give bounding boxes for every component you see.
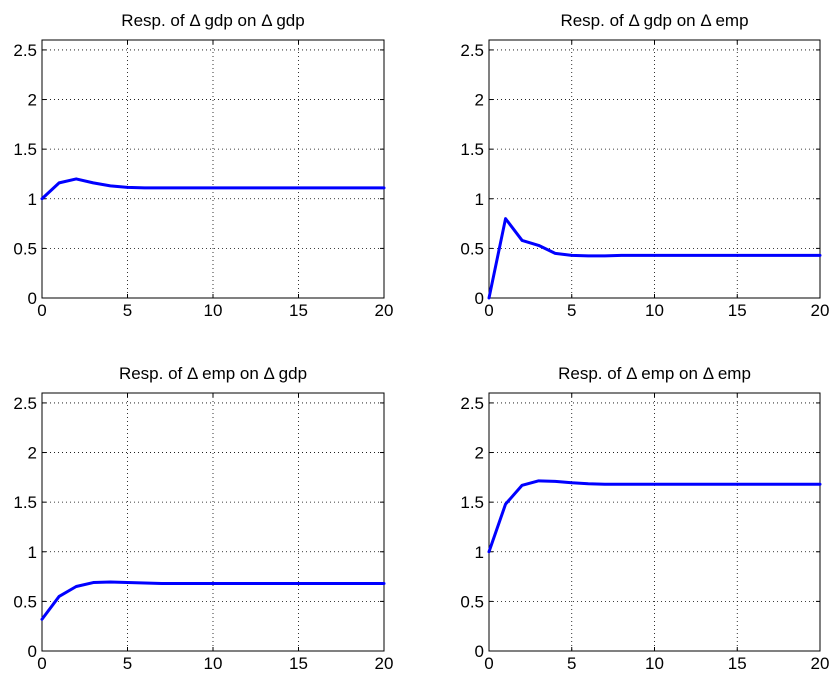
x-tick-label: 10	[645, 301, 664, 320]
y-tick-label: 2	[28, 444, 37, 463]
x-tick-label: 20	[375, 301, 394, 320]
impulse-response-line	[40, 580, 386, 621]
chart-panel-3: 0 5 10 15 20 0 0.5 1 1.5 2 2.5 Resp. of Δ emp on Δ …	[13, 364, 393, 673]
chart-panel-2: 0 5 10 15 20 0 0.5 1 1.5 2 2.5 Resp. of Δ gdp on Δ …	[460, 11, 829, 320]
y-tick-label: 1.5	[460, 493, 484, 512]
x-tick-label: 15	[289, 654, 308, 673]
y-tick-label: 1	[475, 543, 484, 562]
y-tick-label: 2	[475, 444, 484, 463]
x-tick-label: 10	[204, 654, 223, 673]
x-tick-label: 5	[567, 301, 576, 320]
x-tick-label: 0	[37, 301, 46, 320]
chart-title: Resp. of Δ gdp on Δ emp	[560, 11, 748, 30]
x-tick-label: 10	[645, 654, 664, 673]
y-tick-label: 1	[28, 543, 37, 562]
x-tick-label: 5	[567, 654, 576, 673]
y-tick-label: 0	[475, 289, 484, 308]
y-tick-label: 2.5	[460, 394, 484, 413]
y-tick-label: 0	[28, 289, 37, 308]
impulse-response-line	[487, 217, 822, 300]
x-tick-label: 20	[375, 654, 394, 673]
y-tick-label: 2.5	[460, 41, 484, 60]
x-tick-label: 0	[484, 654, 493, 673]
x-tick-label: 0	[484, 301, 493, 320]
impulse-response-line	[40, 177, 386, 201]
x-tick-label: 20	[811, 301, 830, 320]
x-tick-label: 15	[728, 301, 747, 320]
y-tick-label: 0.5	[460, 592, 484, 611]
y-tick-label: 0.5	[460, 239, 484, 258]
chart-title: Resp. of Δ emp on Δ gdp	[119, 364, 307, 383]
x-tick-label: 0	[37, 654, 46, 673]
impulse-response-line	[487, 479, 822, 554]
x-tick-label: 20	[811, 654, 830, 673]
chart-panel-1: 0 5 10 15 20 0 0.5 1 1.5 2 2.5 Resp. of Δ gdp on Δ …	[13, 11, 393, 320]
y-tick-label: 1	[28, 190, 37, 209]
y-tick-label: 1.5	[13, 140, 37, 159]
x-tick-label: 5	[123, 654, 132, 673]
y-tick-label: 0.5	[13, 592, 37, 611]
y-tick-label: 0.5	[13, 239, 37, 258]
x-tick-label: 10	[204, 301, 223, 320]
x-tick-label: 5	[123, 301, 132, 320]
y-tick-label: 1	[475, 190, 484, 209]
y-tick-label: 2.5	[13, 41, 37, 60]
chart-panel-4: 0 5 10 15 20 0 0.5 1 1.5 2 2.5 Resp. of Δ emp on Δ …	[460, 364, 829, 673]
y-tick-label: 2	[475, 91, 484, 110]
chart-title: Resp. of Δ emp on Δ emp	[558, 364, 751, 383]
x-tick-label: 15	[289, 301, 308, 320]
y-tick-label: 1.5	[13, 493, 37, 512]
y-tick-label: 2	[28, 91, 37, 110]
chart-title: Resp. of Δ gdp on Δ gdp	[121, 11, 304, 30]
y-tick-label: 0	[475, 642, 484, 661]
y-tick-label: 1.5	[460, 140, 484, 159]
y-tick-label: 2.5	[13, 394, 37, 413]
y-tick-label: 0	[28, 642, 37, 661]
x-tick-label: 15	[728, 654, 747, 673]
